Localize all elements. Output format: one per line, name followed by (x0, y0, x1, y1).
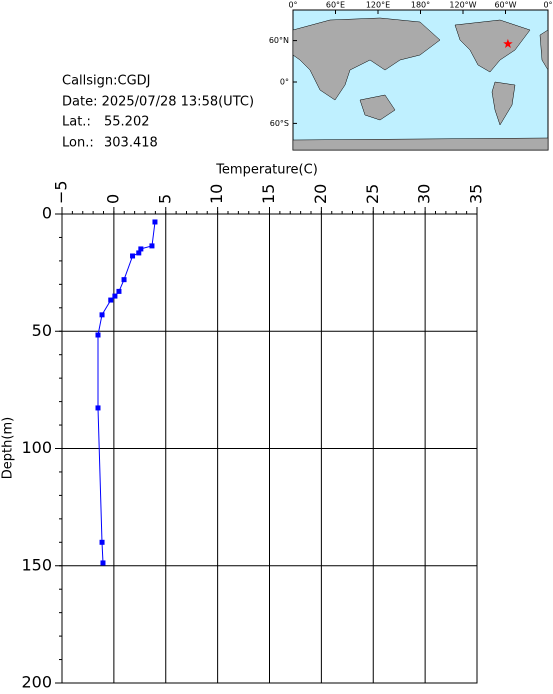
map (292, 9, 549, 151)
x-tick-label: 25 (363, 184, 382, 204)
map-lon-label: 0° (288, 1, 297, 10)
map-lon-label: 120°E (366, 1, 390, 10)
station-marker (503, 38, 513, 48)
profile-point (95, 405, 101, 411)
profile-point (138, 246, 144, 252)
plot: Temperature(C) Depth(m) (1, 163, 318, 480)
profile-point (100, 560, 106, 566)
profile-point (149, 243, 155, 249)
y-tick-label: 50 (32, 321, 52, 340)
land (292, 17, 441, 101)
profile-point (95, 332, 101, 338)
x-tick-label: 20 (311, 184, 330, 204)
profile-point (152, 219, 158, 225)
y-tick-label: 150 (21, 555, 52, 574)
land (491, 81, 516, 126)
profile-point (99, 312, 105, 318)
x-tick-label: 30 (415, 184, 434, 204)
x-tick-label: 5 (155, 194, 174, 204)
info: Callsign:CGDJ Date: 2025/07/28 13:58(UTC… (62, 74, 254, 151)
map-lon-label: 60°W (494, 1, 516, 10)
map-lon-label: 180° (411, 1, 430, 10)
callsign: Callsign:CGDJ (62, 74, 151, 89)
y-axis-title: Depth(m) (1, 417, 16, 479)
x-tick-label: 15 (259, 184, 278, 204)
x-tick-label: 0 (103, 194, 122, 204)
map-lon-label: 0° (543, 1, 552, 10)
lat-label: Lat.: (62, 115, 91, 130)
profile-point (116, 288, 122, 294)
lon-value: 303.418 (104, 136, 158, 151)
land (359, 94, 396, 121)
profile-line (97, 221, 156, 563)
profile-point (108, 297, 114, 303)
profile-point (136, 250, 142, 256)
map-lat-label: 60°N (269, 36, 289, 45)
profile-point (121, 277, 127, 283)
y-tick-label: 200 (21, 673, 52, 691)
date: Date: 2025/07/28 13:58(UTC) (62, 95, 254, 110)
y-tick-label: 100 (21, 438, 52, 457)
land (454, 19, 531, 73)
lat-value: 55.202 (104, 115, 150, 130)
y-tick-label: 0 (42, 204, 52, 223)
land (539, 29, 549, 71)
x-tick-label: 35 (467, 184, 486, 204)
profile-point (99, 539, 105, 545)
map-lon-label: 120°W (449, 1, 476, 10)
x-axis-title: Temperature(C) (215, 163, 318, 178)
land (292, 137, 549, 151)
map-lat-label: 60°S (270, 119, 289, 128)
x-tick-label: −5 (52, 180, 71, 204)
map-lat-label: 0° (280, 78, 289, 87)
profile-point (112, 293, 118, 299)
map-lon-label: 60°E (326, 1, 345, 10)
lon-label: Lon.: (62, 136, 94, 151)
profile-point (130, 253, 136, 259)
x-tick-label: 10 (207, 184, 226, 204)
